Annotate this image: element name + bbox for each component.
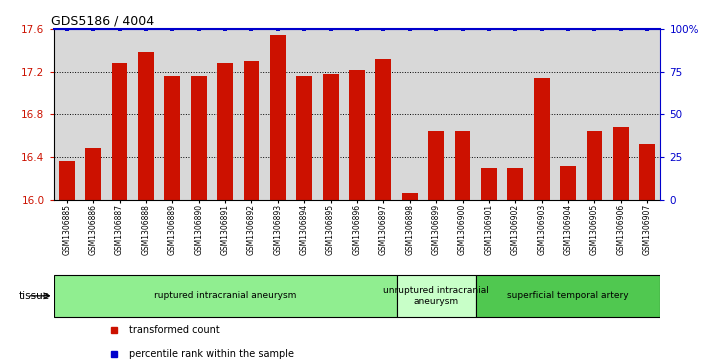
Bar [164,76,180,200]
Text: GDS5186 / 4004: GDS5186 / 4004 [51,15,154,28]
Bar [323,74,338,200]
Text: superficial temporal artery: superficial temporal artery [507,291,629,300]
Bar [476,274,660,317]
Bar [639,144,655,200]
Bar [296,76,312,200]
Bar [455,131,471,200]
Bar [587,131,603,200]
Text: unruptured intracranial
aneurysm: unruptured intracranial aneurysm [383,286,489,306]
Text: percentile rank within the sample: percentile rank within the sample [129,349,294,359]
Bar [138,53,154,200]
Bar [59,161,75,200]
Bar [217,63,233,200]
Bar [560,166,576,200]
Bar [111,63,127,200]
Bar [481,168,497,200]
Bar [54,274,396,317]
Text: ruptured intracranial aneurysm: ruptured intracranial aneurysm [154,291,296,300]
Bar [349,70,365,200]
Bar [402,193,418,200]
Bar [270,36,286,200]
Text: transformed count: transformed count [129,325,220,335]
Bar [376,59,391,200]
Bar [534,78,550,200]
Bar [243,61,259,200]
Bar [191,76,206,200]
Bar [508,168,523,200]
Text: tissue: tissue [19,291,50,301]
Bar [428,131,444,200]
Bar [85,148,101,200]
Bar [396,274,476,317]
Bar [613,127,629,200]
